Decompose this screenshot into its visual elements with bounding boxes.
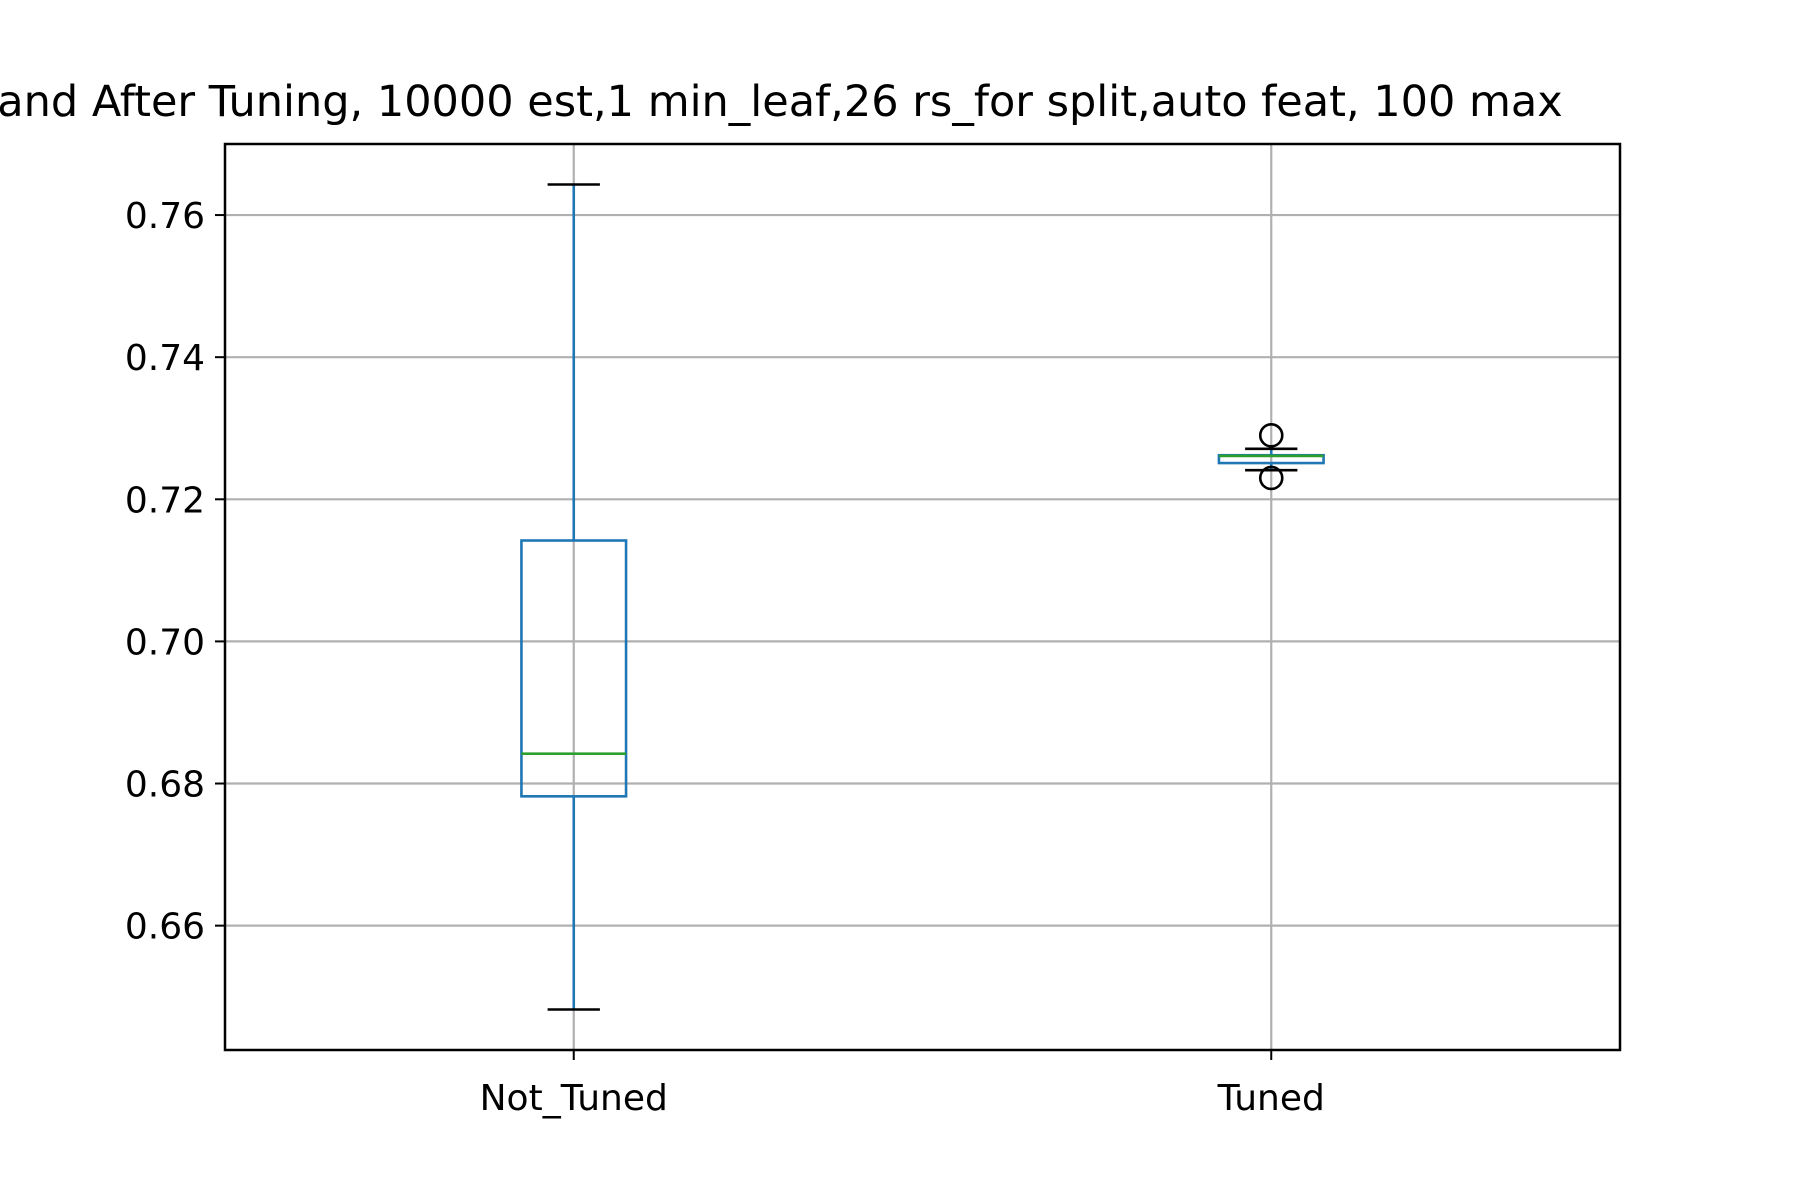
box-tuned [1217,423,1325,491]
tick-layer: 0.66 0.68 0.70 0.72 0.74 0.76 Not_Tuned Tuned [125,196,1325,1119]
x-tick-label: Not_Tuned [480,1078,668,1119]
box-layer [520,183,1325,1011]
y-tick-label: 0.68 [125,765,205,806]
plot-frame [223,142,1622,1052]
iqr-box [520,539,628,798]
y-tick-label: 0.76 [125,196,205,237]
y-tick-label: 0.66 [125,907,205,948]
outlier-point [1258,423,1284,448]
box-not-tuned [520,183,628,1011]
y-tick-label: 0.74 [125,338,205,379]
chart-title: and After Tuning, 10000 est,1 min_leaf,2… [0,77,1563,127]
outlier-point [1258,465,1284,491]
x-tick-label: Tuned [1217,1078,1325,1119]
y-tick-label: 0.72 [125,480,205,521]
grid-layer [225,144,1620,1050]
y-tick-label: 0.70 [125,622,205,663]
